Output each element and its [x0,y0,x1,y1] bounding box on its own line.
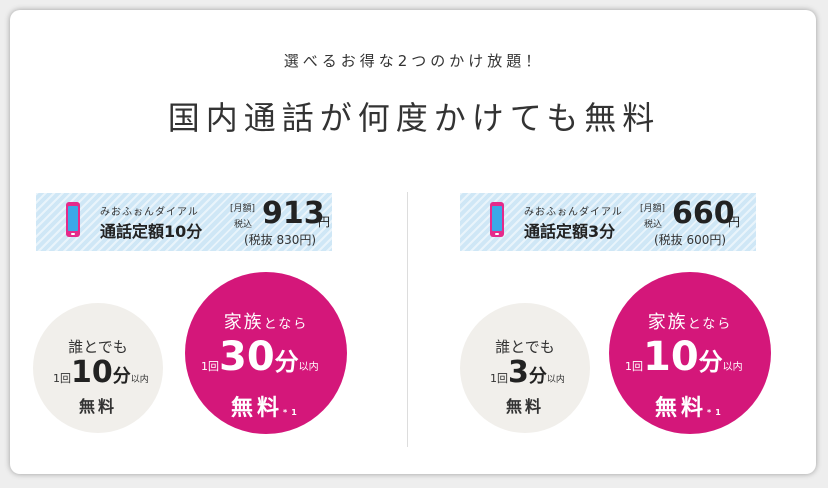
yen-label: 円 [318,215,331,229]
anyone-duration: 1回3分以内 [490,355,565,390]
plan-brand: みおふぉんダイアル [100,207,199,218]
tax-in-label: 税込 [644,220,663,230]
price-value: 660 [672,196,735,231]
plan-banner: みおふぉんダイアル 通話定額10分 [月額] 税込 913 円 (税抜 830円… [36,193,332,251]
plan-10min: みおふぉんダイアル 通話定額10分 [月額] 税込 913 円 (税抜 830円… [0,0,400,488]
plan-brand: みおふぉんダイアル [524,207,623,218]
phone-icon [66,202,80,237]
yen-label: 円 [728,215,741,229]
family-badge: 家族となら 1回30分以内 無料*1 [185,272,347,434]
anyone-label: 誰とでも [68,338,128,356]
plan-banner: みおふぉんダイアル 通話定額3分 [月額] 税込 660 円 (税抜 600円) [460,193,756,251]
anyone-badge: 誰とでも 1回10分以内 無料 [33,303,163,433]
page-title: 国内通話が何度かけても無料 [167,99,661,137]
plan-name: 通話定額3分 [524,222,616,241]
family-label: 家族となら [647,312,733,333]
page-subtitle: 選べるお得な2つのかけ放題！ [283,52,545,70]
family-free: 無料*1 [231,396,301,421]
anyone-free: 無料 [505,397,544,416]
price-tax-excluded: (税抜 600円) [654,233,727,247]
footnote-mark: *1 [707,408,725,417]
family-badge: 家族となら 1回10分以内 無料*1 [609,272,771,434]
plan-divider [407,192,408,447]
phone-icon [490,202,504,237]
anyone-badge: 誰とでも 1回3分以内 無料 [460,303,590,433]
plan-name: 通話定額10分 [100,222,203,241]
price-value: 913 [262,196,325,231]
monthly-label: [月額] [640,204,666,214]
anyone-label: 誰とでも [495,338,555,356]
price-tax-excluded: (税抜 830円) [244,233,317,247]
monthly-label: [月額] [230,204,256,214]
plan-3min: みおふぉんダイアル 通話定額3分 [月額] 税込 660 円 (税抜 600円)… [414,0,814,488]
family-free: 無料*1 [655,396,725,421]
tax-in-label: 税込 [234,220,253,230]
anyone-duration: 1回10分以内 [53,355,149,390]
anyone-free: 無料 [78,397,117,416]
family-duration: 1回30分以内 [201,334,319,380]
family-label: 家族となら [223,312,309,333]
footnote-mark: *1 [283,408,301,417]
family-duration: 1回10分以内 [625,334,743,380]
